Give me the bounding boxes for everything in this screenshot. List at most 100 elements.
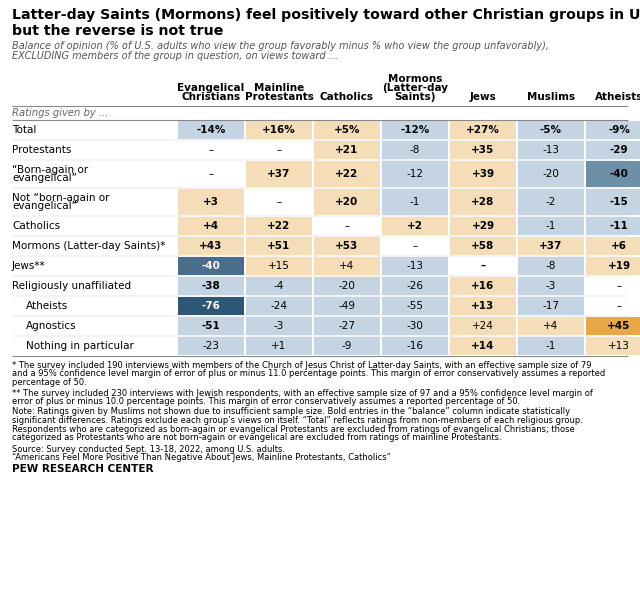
Bar	[246, 317, 312, 335]
Bar	[586, 237, 640, 255]
Text: +16: +16	[472, 281, 495, 291]
Text: percentage of 50.: percentage of 50.	[12, 378, 87, 387]
Text: +35: +35	[472, 145, 495, 155]
Text: Balance of opinion (% of U.S. adults who view the group favorably minus % who vi: Balance of opinion (% of U.S. adults who…	[12, 41, 549, 51]
Text: +51: +51	[268, 241, 291, 251]
Text: +24: +24	[472, 321, 494, 331]
Text: -9%: -9%	[608, 125, 630, 135]
Text: -24: -24	[271, 301, 287, 311]
Text: PEW RESEARCH CENTER: PEW RESEARCH CENTER	[12, 465, 154, 475]
Text: -3: -3	[546, 281, 556, 291]
Text: –: –	[344, 221, 349, 231]
Bar	[382, 121, 448, 139]
Text: Atheists: Atheists	[595, 92, 640, 102]
Bar	[382, 257, 448, 275]
Bar	[382, 161, 448, 187]
Bar	[246, 217, 312, 235]
Bar	[518, 277, 584, 295]
Text: –: –	[276, 197, 282, 207]
Text: but the reverse is not true: but the reverse is not true	[12, 24, 223, 38]
Text: -40: -40	[609, 169, 628, 179]
Text: -55: -55	[406, 301, 424, 311]
Text: and a 95% confidence level margin of error of plus or minus 11.0 percentage poin: and a 95% confidence level margin of err…	[12, 369, 605, 378]
Text: -11: -11	[610, 221, 628, 231]
Bar	[586, 257, 640, 275]
Text: +53: +53	[335, 241, 358, 251]
Text: Saints): Saints)	[394, 92, 436, 102]
Bar	[382, 297, 448, 315]
Text: -16: -16	[406, 341, 424, 351]
Text: Mormons: Mormons	[388, 74, 442, 84]
Text: -27: -27	[339, 321, 355, 331]
Text: Protestants: Protestants	[12, 145, 72, 155]
Text: Christians: Christians	[181, 92, 241, 102]
Text: –: –	[276, 145, 282, 155]
Text: * The survey included 190 interviews with members of the Church of Jesus Christ : * The survey included 190 interviews wit…	[12, 361, 591, 370]
Bar	[518, 257, 584, 275]
Text: +29: +29	[472, 221, 495, 231]
Text: +4: +4	[203, 221, 219, 231]
Bar	[314, 141, 380, 159]
Text: -9: -9	[342, 341, 352, 351]
Text: EXCLUDING members of the group in question, on views toward ...: EXCLUDING members of the group in questi…	[12, 51, 338, 61]
Text: -20: -20	[543, 169, 559, 179]
Text: Agnostics: Agnostics	[26, 321, 77, 331]
Text: evangelical”: evangelical”	[12, 173, 77, 183]
Bar	[518, 297, 584, 315]
Text: +2: +2	[407, 221, 423, 231]
Bar	[314, 189, 380, 215]
Text: -13: -13	[543, 145, 559, 155]
Bar	[382, 317, 448, 335]
Text: -49: -49	[339, 301, 355, 311]
Text: –: –	[209, 145, 214, 155]
Text: +13: +13	[472, 301, 495, 311]
Text: +39: +39	[472, 169, 495, 179]
Text: -12%: -12%	[401, 125, 429, 135]
Bar	[246, 161, 312, 187]
Text: Protestants: Protestants	[244, 92, 314, 102]
Bar	[382, 189, 448, 215]
Bar	[518, 217, 584, 235]
Text: error of plus or minus 10.0 percentage points. This margin of error conservative: error of plus or minus 10.0 percentage p…	[12, 397, 520, 406]
Bar	[178, 237, 244, 255]
Text: ** The survey included 230 interviews with Jewish respondents, with an effective: ** The survey included 230 interviews wi…	[12, 388, 593, 398]
Text: Note: Ratings given by Muslims not shown due to insufficient sample size. Bold e: Note: Ratings given by Muslims not shown…	[12, 408, 570, 417]
Bar	[518, 189, 584, 215]
Text: +27%: +27%	[466, 125, 500, 135]
Bar	[382, 277, 448, 295]
Bar	[314, 237, 380, 255]
Bar	[518, 141, 584, 159]
Text: Atheists: Atheists	[26, 301, 68, 311]
Text: +37: +37	[268, 169, 291, 179]
Text: +19: +19	[607, 261, 630, 271]
Text: -1: -1	[546, 341, 556, 351]
Bar	[382, 141, 448, 159]
Text: Respondents who are categorized as born-again or evangelical Protestants are exc: Respondents who are categorized as born-…	[12, 424, 575, 434]
Bar	[314, 277, 380, 295]
Bar	[450, 189, 516, 215]
Text: Jews: Jews	[470, 92, 497, 102]
Text: +28: +28	[472, 197, 495, 207]
Bar	[178, 257, 244, 275]
Text: Total: Total	[12, 125, 36, 135]
Text: +45: +45	[607, 321, 630, 331]
Bar	[586, 337, 640, 355]
Text: -29: -29	[610, 145, 628, 155]
Text: (Latter-day: (Latter-day	[382, 83, 448, 93]
Text: Catholics: Catholics	[320, 92, 374, 102]
Bar	[450, 317, 516, 335]
Bar	[586, 141, 640, 159]
Bar	[450, 121, 516, 139]
Bar	[518, 337, 584, 355]
Bar	[518, 161, 584, 187]
Bar	[178, 337, 244, 355]
Text: -8: -8	[410, 145, 420, 155]
Bar	[178, 317, 244, 335]
Text: -13: -13	[406, 261, 424, 271]
Bar	[246, 277, 312, 295]
Bar	[178, 217, 244, 235]
Text: -4: -4	[274, 281, 284, 291]
Bar	[518, 317, 584, 335]
Text: -12: -12	[406, 169, 424, 179]
Text: -1: -1	[546, 221, 556, 231]
